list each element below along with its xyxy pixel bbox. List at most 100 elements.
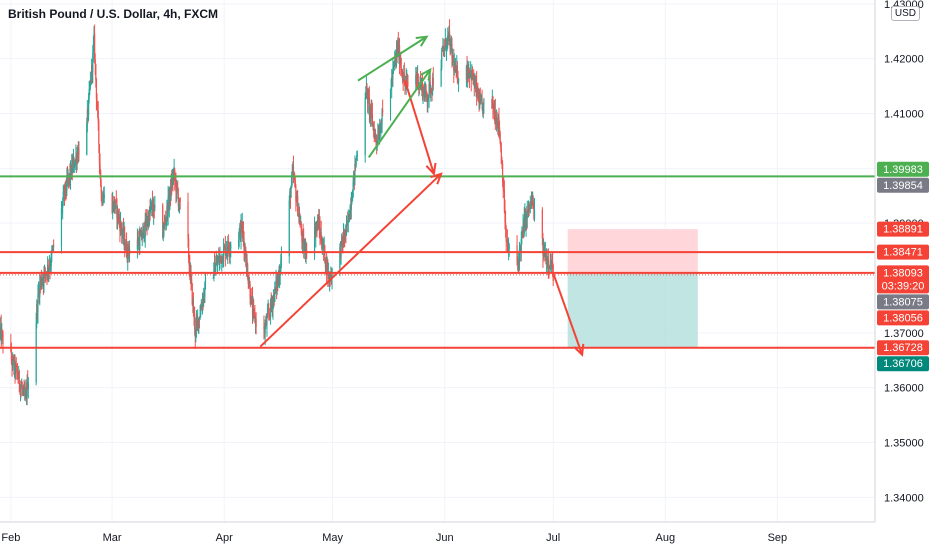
candle-body (265, 320, 267, 327)
candle-body (241, 223, 243, 232)
candle-body (517, 262, 519, 264)
candle-body (42, 280, 44, 284)
candle-body (244, 247, 246, 252)
candle-body (550, 260, 552, 268)
candle-body (497, 116, 499, 129)
candle-body (532, 200, 534, 205)
candle-body (466, 66, 468, 79)
candle-body (178, 198, 181, 206)
candle-body (444, 39, 446, 47)
candle-body (422, 87, 424, 97)
currency-badge[interactable]: USD (890, 6, 920, 21)
candle-body (431, 91, 433, 93)
candle-body (251, 295, 253, 299)
candle-body (120, 222, 122, 229)
candle-body (427, 99, 429, 103)
candle-body (295, 186, 297, 202)
candle-body (298, 214, 300, 216)
take-profit-zone (567, 272, 698, 348)
candle-body (417, 73, 419, 88)
candle-body (525, 212, 527, 228)
candle-body (499, 132, 501, 144)
candle-body (347, 214, 349, 224)
candle-body (227, 240, 229, 247)
candle-body (342, 240, 344, 246)
candle-body (163, 224, 165, 235)
candle-body (526, 210, 528, 219)
candle-body (191, 278, 193, 284)
candle-body (168, 198, 170, 206)
candle-body (398, 45, 400, 55)
price-label-grey: 1.38075 (877, 294, 929, 310)
candle-body (39, 282, 41, 284)
candle-body (167, 196, 169, 216)
candle-body (470, 69, 472, 81)
candle-body (248, 284, 250, 286)
candle-body (314, 226, 316, 236)
candle-body (238, 230, 240, 240)
candle-body (251, 298, 254, 315)
candle-body (301, 232, 303, 243)
candle-body (216, 261, 219, 265)
candle-body (318, 220, 320, 228)
candle-body (530, 201, 532, 203)
arrow-head-red (425, 162, 437, 177)
candle-body (397, 42, 399, 55)
price-label-text: 1.36706 (883, 358, 923, 370)
candle-body (300, 223, 302, 225)
candle-body (201, 307, 203, 309)
candle-body (165, 221, 167, 223)
candle-body (10, 351, 13, 361)
candle-body (315, 229, 317, 236)
candle-body (113, 201, 116, 209)
price-label-teal: 1.36706 (877, 356, 929, 372)
candle-body (71, 163, 73, 177)
candle-body (75, 155, 78, 164)
candle-body (503, 189, 505, 211)
candle-body (524, 214, 527, 228)
candle-body (289, 191, 292, 198)
candle-body (177, 187, 179, 194)
candle-body (22, 386, 25, 390)
candle-body (351, 201, 353, 203)
candle-body (50, 253, 52, 267)
candle-body (204, 283, 206, 296)
candle-body (520, 238, 522, 252)
candle-body (380, 130, 382, 133)
candle-body (406, 78, 408, 83)
price-label-green: 1.39983 (877, 161, 929, 177)
candle-body (51, 249, 54, 252)
candle-body (294, 178, 296, 180)
candle-body (121, 228, 123, 234)
candle-body (77, 148, 79, 159)
arrow-head-red (430, 172, 443, 185)
candle-body (347, 222, 349, 224)
price-label-text: 1.38075 (883, 296, 923, 308)
candle-body (150, 208, 152, 211)
candle-body (325, 258, 327, 268)
candle-body (166, 205, 168, 218)
candle-body (37, 291, 40, 294)
candle-body (238, 239, 240, 246)
candle-body (200, 307, 202, 309)
candle-body (142, 229, 144, 239)
candle-body (317, 219, 319, 229)
candle-body (241, 224, 243, 232)
candle-body (497, 124, 499, 129)
candle-body (94, 34, 96, 60)
candle-body (137, 239, 139, 245)
candle-body (177, 193, 179, 206)
candle-body (345, 230, 347, 233)
candle-body (452, 56, 454, 59)
candle-body (321, 241, 323, 249)
candle-body (377, 135, 380, 139)
candle-body (147, 215, 149, 224)
candle-body (197, 318, 199, 321)
candle-body (344, 230, 346, 240)
candle-body (316, 225, 318, 227)
candle-body (339, 247, 341, 269)
candle-body (36, 304, 38, 324)
candle-body (546, 258, 548, 265)
